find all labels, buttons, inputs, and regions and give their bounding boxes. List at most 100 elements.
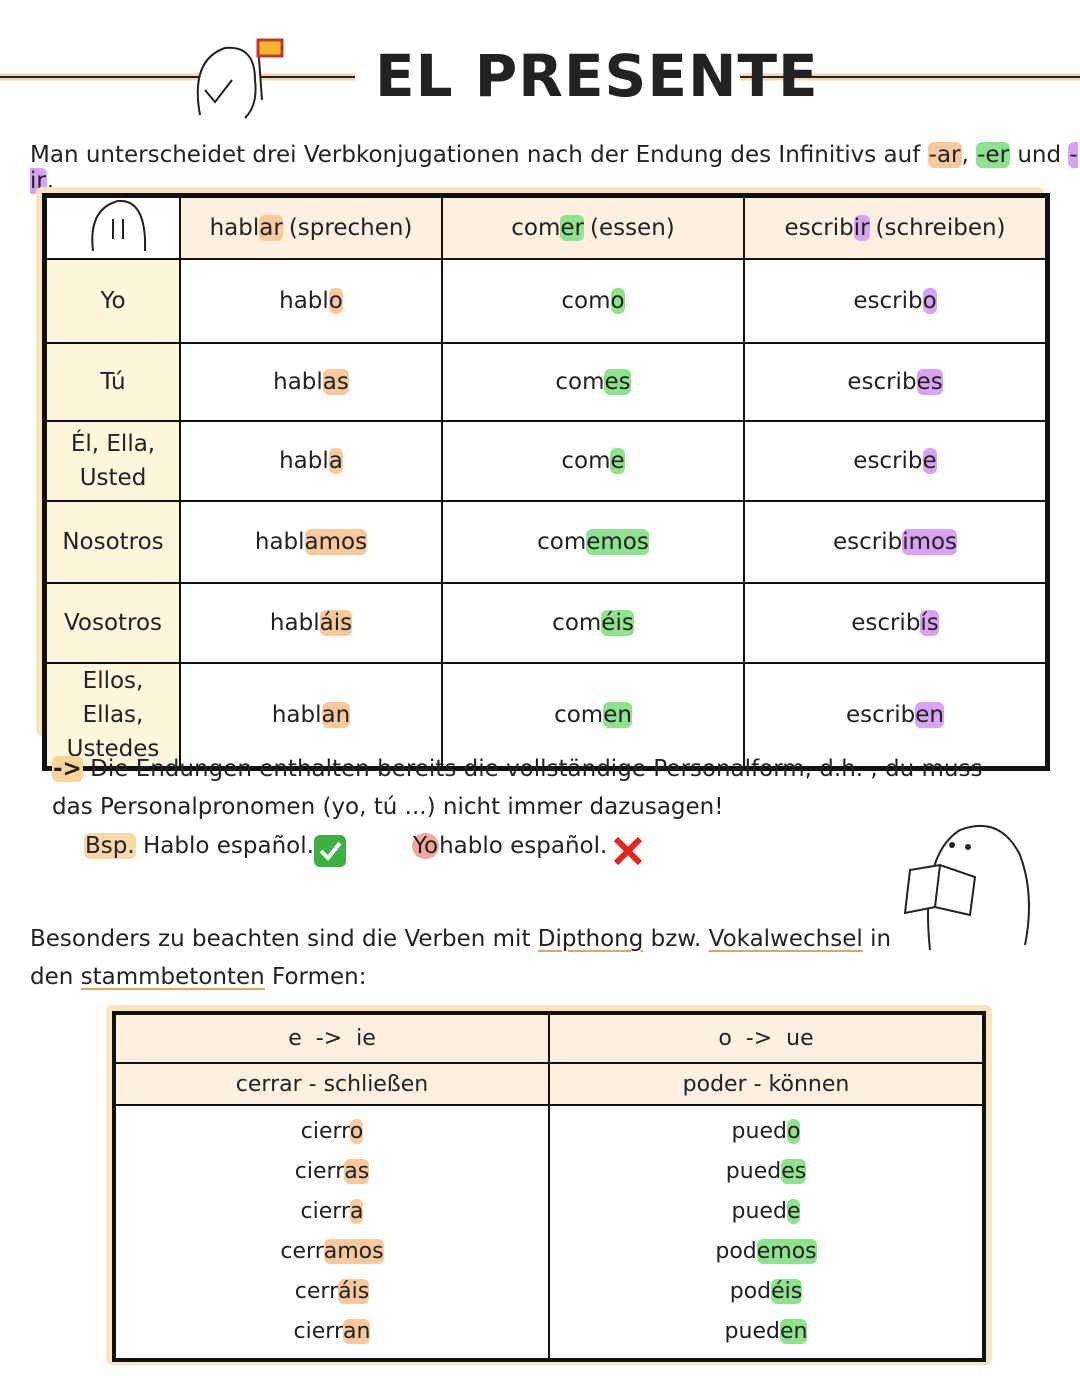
stem: pued [725, 1159, 782, 1184]
person: Vosotros [43, 582, 181, 664]
verb-form: escriben [743, 662, 1049, 770]
person: Nosotros [43, 500, 181, 584]
ending: o [922, 288, 937, 314]
forms: puedo puedes puede podemos podéis pueden [548, 1104, 985, 1361]
verb-form: cierras [116, 1152, 548, 1192]
verb-form: cerráis [116, 1272, 548, 1312]
stem: escrib [847, 369, 917, 395]
stem: escrib [853, 448, 923, 474]
change-row: e -> ie o -> ue [113, 1012, 985, 1064]
verb-form: coméis [441, 582, 745, 664]
stem: escrib [853, 288, 923, 314]
person: Tú [43, 342, 181, 422]
verb-form: cierra [116, 1192, 548, 1232]
ending: e [922, 448, 937, 474]
text-segment: in den [30, 926, 899, 990]
stem: escrib [784, 215, 854, 241]
stem: escrib [851, 610, 921, 636]
forms-row: cierro cierras cierra cerramos cerráis cierra… [113, 1104, 985, 1361]
verb-form: comes [441, 342, 745, 422]
verb-form: comen [441, 662, 745, 770]
stem: com [561, 288, 611, 314]
example-correct: Hablo español. [143, 833, 314, 859]
ending: an [321, 702, 351, 728]
row: Nosotros hablamos comemos escribimos [43, 500, 1049, 584]
verb-form: hablas [179, 342, 443, 422]
verb-form: podemos [550, 1232, 982, 1272]
stem: com [537, 529, 587, 555]
ending: amos [323, 1239, 384, 1264]
row: Él, Ella, Usted habla come escribe [43, 420, 1049, 502]
text-segment: und [1010, 142, 1069, 168]
special-note: Besonders zu beachten sind die Verben mi… [30, 920, 910, 996]
verb-form: podéis [550, 1272, 982, 1312]
stem: cerr [294, 1279, 339, 1304]
verb-form: hablo [179, 258, 443, 344]
text-segment: . [46, 168, 55, 194]
ending: an [343, 1319, 371, 1344]
ending: áis [338, 1279, 370, 1304]
gloss: (schreiben) [875, 215, 1006, 241]
ending: as [344, 1159, 370, 1184]
title-decoration [0, 38, 1080, 119]
ending: es [916, 369, 943, 395]
text-segment: Besonders zu beachten sind die Verben mi… [30, 926, 538, 952]
verb-form: cierran [116, 1312, 548, 1352]
column-header: escribir (schreiben) [743, 194, 1049, 260]
verb-form: hablan [179, 662, 443, 770]
text-segment: bzw. [643, 926, 709, 952]
wrong-rest: hablo español. [439, 833, 608, 859]
stem: pued [731, 1119, 787, 1144]
ending: es [604, 369, 631, 395]
verb-form: cierro [116, 1112, 548, 1152]
verb: cerrar - schließen [113, 1062, 550, 1106]
ending: éis [601, 610, 634, 636]
stem: pued [724, 1319, 780, 1344]
verb-form: escribimos [743, 500, 1049, 584]
corner-cell [43, 194, 181, 260]
ending: ar [259, 215, 283, 241]
ending: en [779, 1319, 808, 1344]
ending: o [786, 1119, 801, 1144]
text-segment: Vokalwechsel [708, 926, 863, 952]
corner-figure [91, 199, 146, 252]
verb-form: cerramos [116, 1232, 548, 1272]
example: Bsp. Hablo español. [84, 833, 314, 859]
ending: emos [756, 1239, 817, 1264]
ending: es [781, 1159, 807, 1184]
gloss: (essen) [589, 215, 675, 241]
text-segment: stammbetonten [80, 964, 265, 990]
text-segment: -ar [927, 142, 962, 168]
ending: a [328, 448, 343, 474]
stem: pod [715, 1239, 757, 1264]
forms: cierro cierras cierra cerramos cerráis cierra… [113, 1104, 550, 1361]
stem: cerr [280, 1239, 324, 1264]
text-segment: Dipthong [537, 926, 644, 952]
person: Yo [43, 258, 181, 344]
verb-form: habla [179, 420, 443, 502]
stem: escrib [846, 702, 916, 728]
stem: habl [269, 610, 320, 636]
verb-form: pueden [550, 1312, 982, 1352]
row: Ellos, Ellas, Ustedes hablan comen escriben [43, 662, 1049, 770]
stem: habl [209, 215, 260, 241]
row: Tú hablas comes escribes [43, 342, 1049, 422]
stem: habl [254, 529, 305, 555]
stem: escrib [832, 529, 903, 555]
verb-form: escribo [743, 258, 1049, 344]
text-segment: -er [976, 142, 1011, 168]
verb-form: escribís [743, 582, 1049, 664]
text-segment: Formen: [264, 964, 367, 990]
reading-figure [903, 825, 1030, 951]
page-title: EL PRESENTE [375, 42, 819, 110]
text-segment: Man unterscheidet drei Verbkonjugationen… [30, 142, 928, 168]
ending: áis [319, 610, 353, 636]
verb: poder - können [548, 1062, 985, 1106]
gloss: (sprechen) [288, 215, 413, 241]
verb-form: escribes [743, 342, 1049, 422]
ending: a [349, 1199, 364, 1224]
verb-form: puedes [550, 1152, 982, 1192]
row: Yo hablo com o escribo [43, 258, 1049, 344]
verb-form: habláis [179, 582, 443, 664]
ending: o [349, 1119, 364, 1144]
